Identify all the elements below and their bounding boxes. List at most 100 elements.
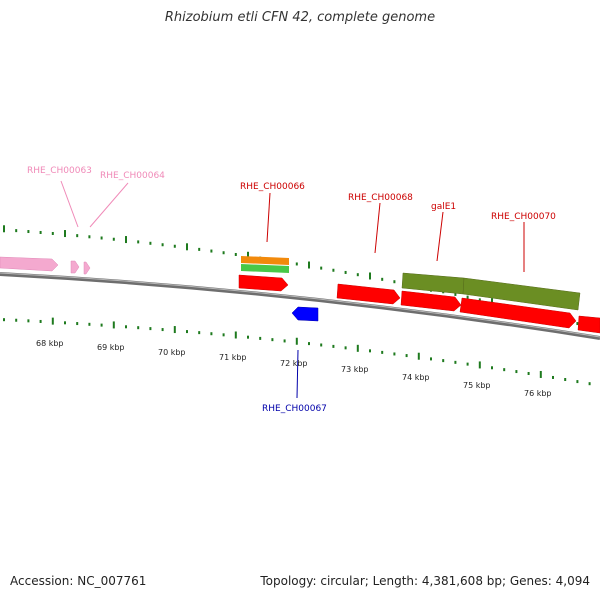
gene-next-red[interactable] xyxy=(577,315,600,334)
minor-tick xyxy=(186,330,188,334)
minor-tick xyxy=(271,338,274,342)
major-tick xyxy=(539,370,542,378)
minor-tick xyxy=(332,344,335,348)
minor-tick xyxy=(527,371,530,375)
kbp-label-group: 68 kbp 69 kbp 70 kbp 71 kbp 72 kbp 73 kb… xyxy=(36,339,552,398)
gene-rhe-ch00067[interactable] xyxy=(291,306,319,322)
minor-tick xyxy=(405,354,408,358)
major-tick xyxy=(173,326,176,334)
tick-row-lower xyxy=(3,317,591,386)
kbp-label: 74 kbp xyxy=(402,373,430,382)
kbp-label: 72 kbp xyxy=(280,359,308,368)
label-galE1[interactable]: galE1 xyxy=(431,202,456,212)
kbp-label: 68 kbp xyxy=(36,339,64,348)
gene-rhe-ch00068[interactable] xyxy=(336,283,401,305)
kbp-label: 73 kbp xyxy=(341,365,369,374)
minor-tick xyxy=(76,234,79,238)
minor-tick xyxy=(564,378,567,382)
gene-label-group: RHE_CH00063 RHE_CH00064 RHE_CH00066 RHE_… xyxy=(27,166,556,414)
minor-tick xyxy=(39,230,42,234)
minor-tick xyxy=(454,292,457,296)
minor-tick xyxy=(198,247,201,251)
minor-tick xyxy=(344,346,347,350)
gene-rhe-ch00070-olive[interactable] xyxy=(462,277,581,311)
minor-tick xyxy=(161,328,164,332)
minor-tick xyxy=(27,230,30,234)
minor-tick xyxy=(478,298,481,302)
major-tick xyxy=(125,236,127,244)
minor-tick xyxy=(369,349,371,353)
label-rhe-ch00067[interactable]: RHE_CH00067 xyxy=(262,404,327,414)
minor-tick xyxy=(125,325,127,329)
minor-tick xyxy=(100,323,103,327)
minor-tick xyxy=(332,268,335,272)
label-rhe-ch00066[interactable]: RHE_CH00066 xyxy=(240,182,305,192)
gene-features xyxy=(0,256,600,334)
major-tick xyxy=(356,344,359,352)
minor-tick xyxy=(320,266,323,270)
minor-tick xyxy=(137,326,140,330)
minor-tick xyxy=(576,380,579,384)
minor-tick xyxy=(149,327,152,331)
minor-tick xyxy=(3,318,5,322)
gene-small-pink-1[interactable] xyxy=(70,260,80,274)
kbp-label: 76 kbp xyxy=(524,389,552,398)
label-rhe-ch00064[interactable]: RHE_CH00064 xyxy=(100,171,165,181)
major-tick xyxy=(112,321,115,329)
label-rhe-ch00070[interactable]: RHE_CH00070 xyxy=(491,212,556,222)
gene-orange-bar[interactable] xyxy=(241,256,289,265)
minor-tick xyxy=(381,277,384,281)
minor-tick xyxy=(466,362,469,366)
gene-rhe-ch00064[interactable] xyxy=(83,261,91,275)
minor-tick xyxy=(88,235,91,239)
minor-tick xyxy=(515,370,518,374)
minor-tick xyxy=(64,321,66,325)
major-tick xyxy=(417,352,420,360)
major-tick xyxy=(478,361,481,369)
minor-tick xyxy=(210,332,213,336)
gene-rhe-ch00066[interactable] xyxy=(238,274,289,292)
major-tick xyxy=(186,243,188,251)
minor-tick xyxy=(466,295,469,299)
gene-green-bar[interactable] xyxy=(241,264,289,273)
minor-tick xyxy=(88,322,91,326)
major-tick xyxy=(491,298,493,306)
minor-tick xyxy=(15,318,18,322)
label-leaders xyxy=(60,180,525,399)
kbp-label: 75 kbp xyxy=(463,381,491,390)
minor-tick xyxy=(173,244,176,248)
minor-tick xyxy=(552,375,554,379)
gene-rhe-ch00063[interactable] xyxy=(0,256,59,272)
minor-tick xyxy=(210,249,213,253)
minor-tick xyxy=(27,319,30,323)
accession-text: Accession: NC_007761 xyxy=(10,574,147,588)
label-rhe-ch00063[interactable]: RHE_CH00063 xyxy=(27,166,92,176)
minor-tick xyxy=(320,343,323,347)
minor-tick xyxy=(393,280,396,284)
minor-tick xyxy=(161,243,164,247)
genome-backbone xyxy=(0,272,600,340)
label-rhe-ch00068[interactable]: RHE_CH00068 xyxy=(348,193,413,203)
minor-tick xyxy=(356,273,359,277)
minor-tick xyxy=(100,236,103,240)
minor-tick xyxy=(222,251,225,255)
minor-tick xyxy=(112,237,115,241)
gene-galE1-olive[interactable] xyxy=(401,272,465,295)
minor-tick xyxy=(381,350,384,354)
minor-tick xyxy=(149,241,152,245)
minor-tick xyxy=(503,368,506,372)
minor-tick xyxy=(588,382,591,386)
minor-tick xyxy=(137,240,140,244)
minor-tick xyxy=(259,336,262,340)
minor-tick xyxy=(491,366,493,370)
minor-tick xyxy=(442,359,445,363)
gene-galE1[interactable] xyxy=(400,290,462,312)
gene-rhe-ch00070[interactable] xyxy=(459,297,577,329)
major-tick xyxy=(308,261,310,269)
major-tick xyxy=(295,337,298,345)
major-tick xyxy=(369,272,371,280)
kbp-label: 69 kbp xyxy=(97,343,125,352)
minor-tick xyxy=(39,319,42,323)
kbp-label: 70 kbp xyxy=(158,348,186,357)
